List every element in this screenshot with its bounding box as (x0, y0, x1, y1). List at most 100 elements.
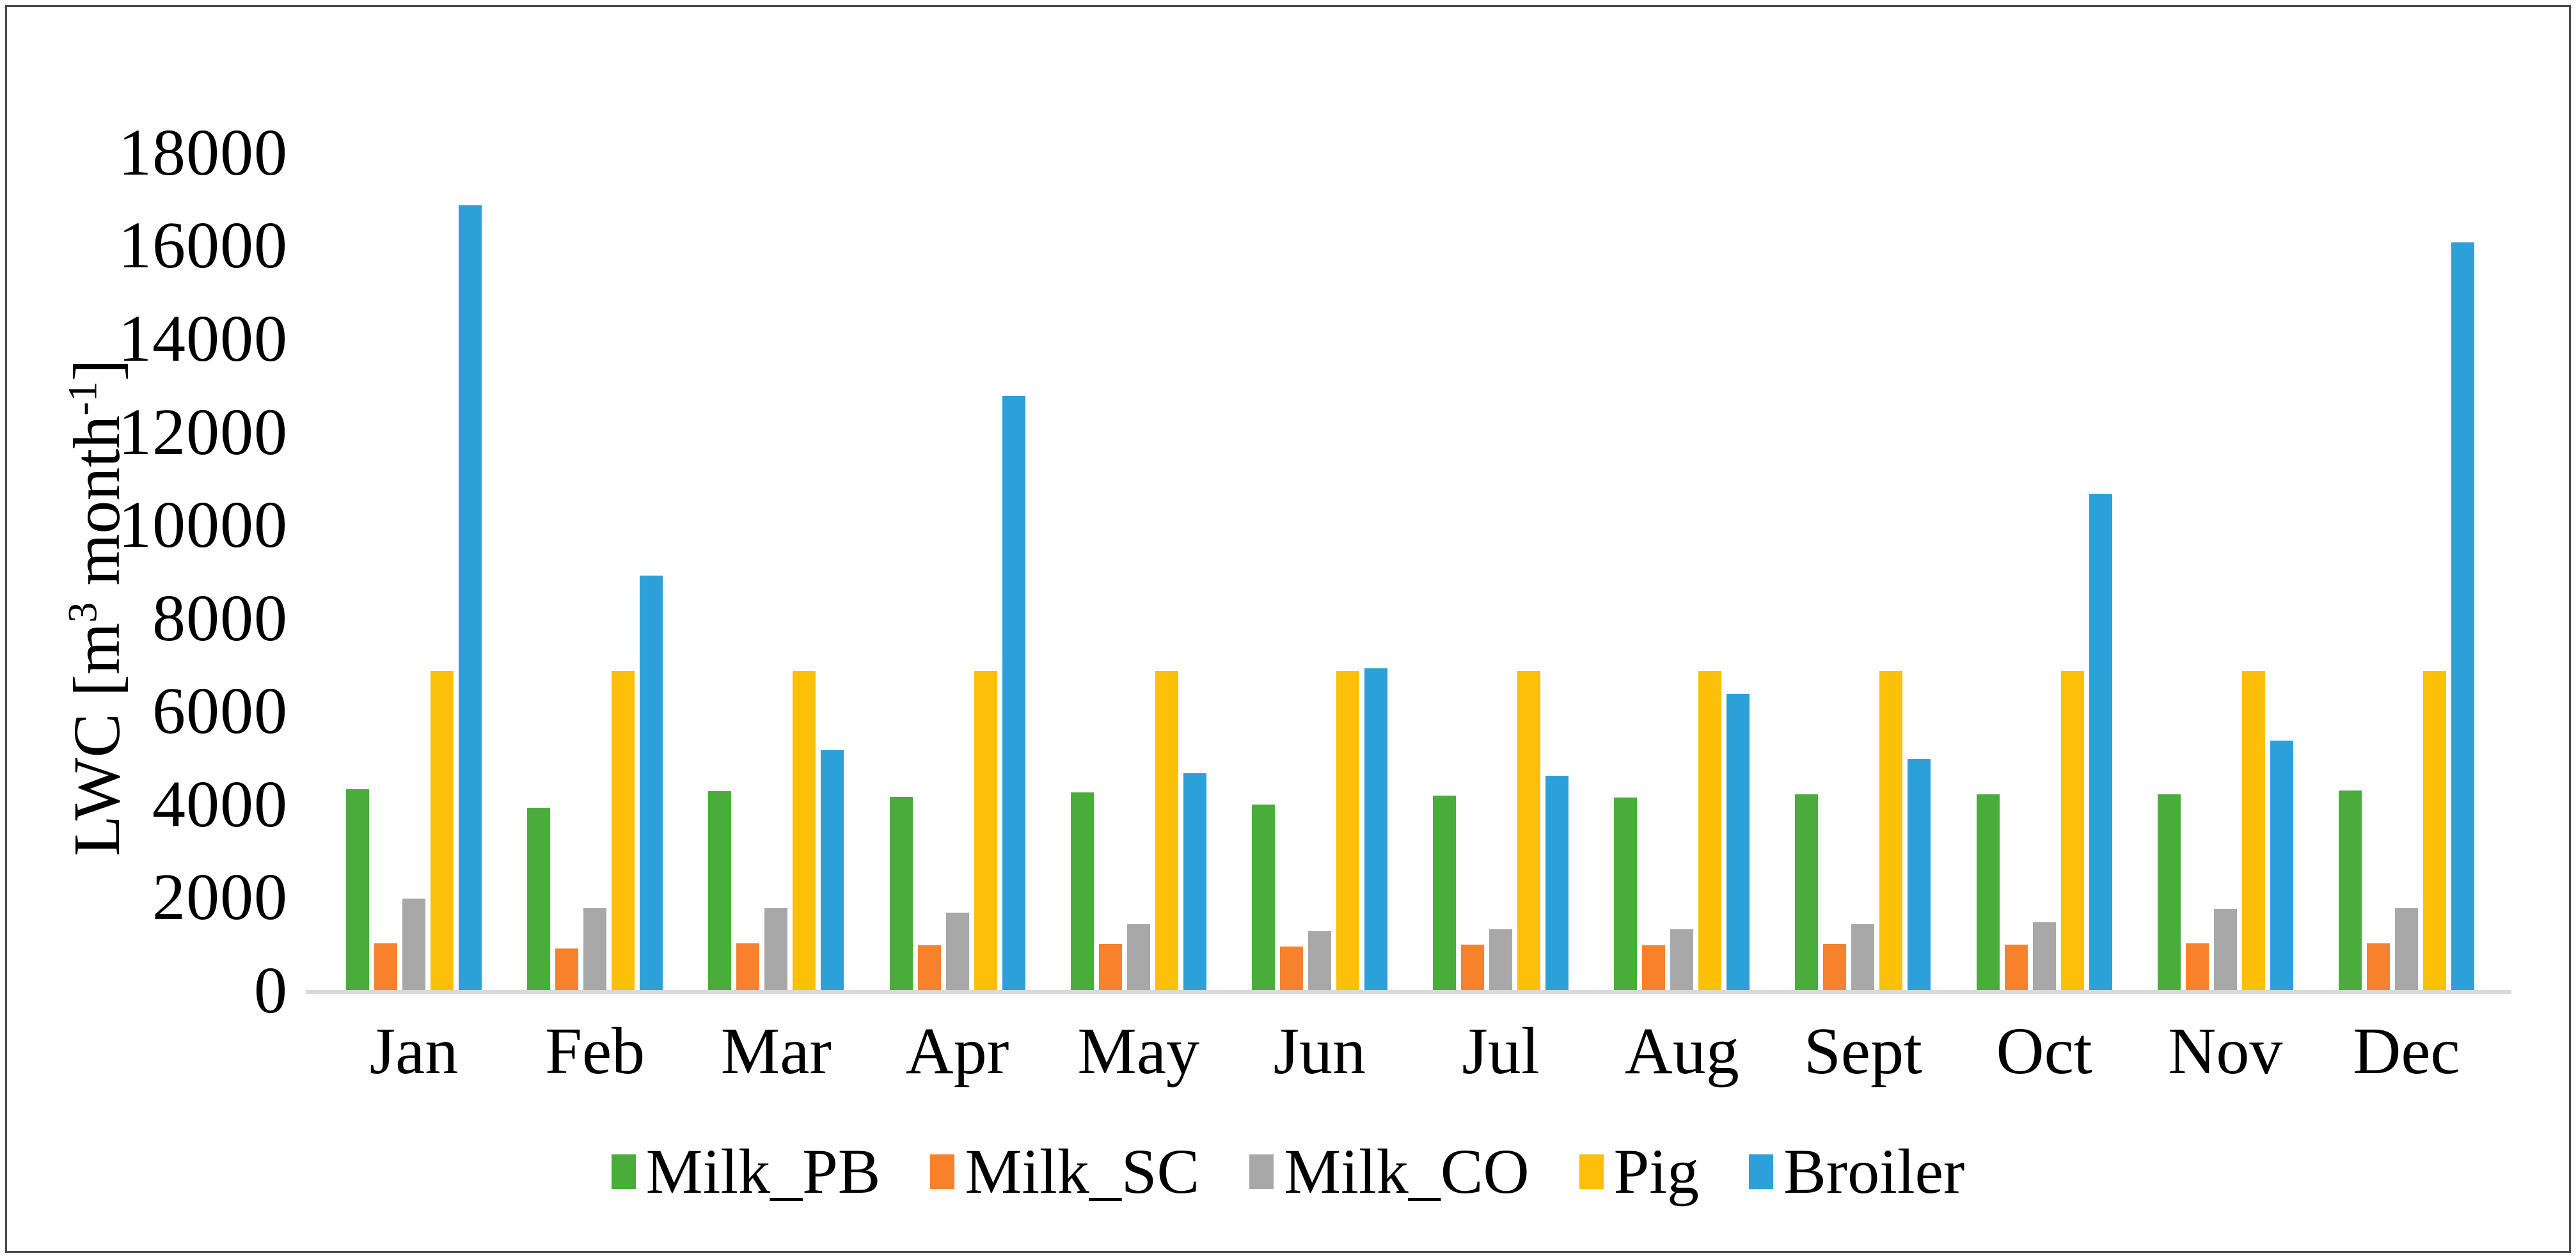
bar-broiler-feb (640, 575, 663, 992)
y-tick-label: 0 (254, 953, 288, 1027)
x-tick-label-feb: Feb (545, 1014, 645, 1088)
bar-broiler-jun (1364, 668, 1387, 992)
bar-milk_pb-jul (1433, 795, 1457, 992)
bar-pig-may (1155, 670, 1178, 992)
bar-milk_sc-jan (374, 943, 397, 992)
x-axis-line (306, 990, 2511, 994)
x-tick-label-jul: Jul (1462, 1014, 1540, 1088)
bar-pig-apr (974, 670, 997, 992)
bar-milk_sc-oct (2004, 944, 2028, 992)
bar-milk_sc-jul (1461, 944, 1485, 992)
legend-swatch-milk_pb (611, 1154, 636, 1189)
bar-milk_sc-feb (555, 948, 579, 992)
bar-milk_co-dec (2394, 908, 2418, 992)
figure-border (5, 5, 2571, 1253)
bar-broiler-jan (459, 205, 482, 992)
y-tick-label: 4000 (152, 767, 288, 841)
bar-broiler-oct (2089, 494, 2112, 992)
bar-pig-feb (612, 670, 635, 992)
bar-pig-sept (1879, 670, 1903, 992)
bar-milk_co-oct (2032, 922, 2056, 992)
bar-milk_co-mar (764, 908, 788, 992)
bar-pig-jan (431, 670, 454, 992)
bar-broiler-mar (821, 750, 844, 992)
chart-legend: Milk_PB Milk_SC Milk_CO Pig Broiler (0, 1140, 2576, 1204)
bar-milk_co-nov (2213, 908, 2237, 992)
legend-label-milk_co: Milk_CO (1284, 1136, 1529, 1207)
bar-milk_sc-sept (1823, 944, 1847, 992)
x-tick-label-aug: Aug (1624, 1014, 1739, 1088)
legend-item-milk_sc: Milk_SC (930, 1140, 1199, 1204)
legend-swatch-milk_co (1249, 1154, 1274, 1189)
y-tick-label: 2000 (152, 860, 288, 934)
bar-pig-nov (2241, 670, 2265, 992)
x-tick-label-sept: Sept (1803, 1014, 1922, 1088)
bar-milk_pb-apr (889, 797, 913, 992)
legend-item-milk_pb: Milk_PB (611, 1136, 881, 1207)
bar-milk_sc-nov (2185, 943, 2209, 992)
bar-milk_pb-jun (1251, 804, 1275, 992)
bar-milk_co-jun (1308, 931, 1331, 992)
legend-label-milk_pb: Milk_PB (645, 1136, 881, 1207)
bar-milk_co-may (1126, 924, 1150, 992)
bar-milk_pb-aug (1614, 797, 1638, 992)
bar-broiler-dec (2451, 242, 2474, 992)
x-tick-label-jan: Jan (369, 1014, 459, 1088)
bar-milk_sc-aug (1642, 945, 1666, 992)
bar-milk_sc-jun (1279, 946, 1303, 992)
bar-milk_co-jul (1489, 929, 1513, 992)
x-tick-label-apr: Apr (905, 1014, 1009, 1088)
bar-broiler-jul (1545, 775, 1569, 992)
legend-swatch-broiler (1749, 1154, 1774, 1189)
legend-label-broiler: Broiler (1783, 1136, 1965, 1207)
bar-milk_co-sept (1851, 924, 1875, 992)
legend-swatch-pig (1579, 1154, 1604, 1189)
bar-milk_pb-dec (2338, 790, 2362, 992)
bar-milk_pb-feb (527, 807, 551, 992)
y-tick-label: 18000 (118, 115, 288, 189)
bar-pig-jul (1517, 670, 1541, 992)
bar-milk_pb-mar (708, 791, 732, 992)
x-tick-label-nov: Nov (2168, 1014, 2283, 1088)
bar-milk_co-apr (945, 913, 969, 992)
x-tick-label-mar: Mar (720, 1014, 832, 1088)
y-tick-label: 14000 (118, 302, 288, 376)
bar-milk_pb-sept (1795, 794, 1819, 992)
bar-milk_sc-mar (736, 943, 760, 992)
x-tick-label-dec: Dec (2353, 1014, 2460, 1088)
bar-milk_sc-apr (917, 945, 941, 992)
bar-pig-mar (793, 670, 816, 992)
bar-milk_pb-oct (1976, 794, 2000, 992)
bar-milk_pb-may (1070, 792, 1094, 992)
bar-milk_co-feb (583, 908, 607, 992)
legend-item-broiler: Broiler (1749, 1140, 1964, 1204)
legend-item-pig: Pig (1579, 1140, 1699, 1204)
bar-pig-jun (1336, 670, 1359, 992)
bar-broiler-apr (1002, 396, 1025, 992)
bar-milk_co-aug (1670, 929, 1694, 992)
y-tick-label: 8000 (152, 581, 288, 655)
legend-swatch-milk_sc (930, 1154, 955, 1189)
bar-milk_sc-may (1098, 944, 1122, 992)
bar-milk_pb-jan (346, 789, 369, 992)
y-tick-label: 16000 (118, 208, 288, 283)
x-tick-label-jun: Jun (1273, 1014, 1366, 1088)
y-tick-label: 12000 (118, 395, 288, 469)
bar-milk_co-jan (402, 899, 425, 992)
x-tick-label-oct: Oct (1996, 1014, 2092, 1088)
legend-label-pig: Pig (1613, 1136, 1700, 1207)
x-tick-label-may: May (1077, 1014, 1200, 1088)
y-tick-label: 10000 (118, 488, 288, 562)
bar-pig-dec (2422, 670, 2446, 992)
bar-broiler-aug (1727, 694, 1750, 992)
bar-broiler-sept (1908, 759, 1931, 992)
bar-milk_pb-nov (2157, 794, 2181, 992)
legend-item-milk_co: Milk_CO (1249, 1140, 1529, 1204)
bar-broiler-nov (2270, 741, 2293, 992)
bar-pig-aug (1698, 670, 1722, 992)
bar-pig-oct (2060, 670, 2084, 992)
y-tick-label: 6000 (152, 674, 288, 748)
bar-milk_sc-dec (2366, 943, 2390, 992)
legend-label-milk_sc: Milk_SC (965, 1136, 1200, 1207)
